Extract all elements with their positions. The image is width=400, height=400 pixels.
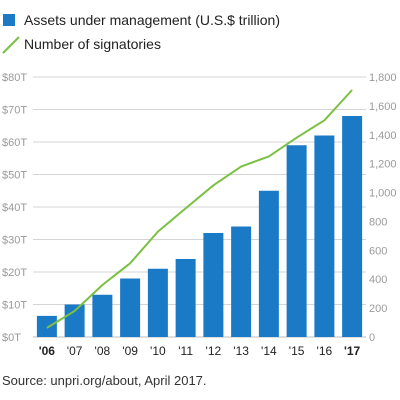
aum-bar [147, 268, 168, 337]
left-axis-tick-label: $30T [2, 235, 27, 247]
right-axis-tick-label: 1,800 [369, 72, 397, 84]
signatories-line-layer [46, 89, 353, 329]
aum-bar [36, 315, 57, 337]
legend: Assets under management (U.S.$ trillion)… [2, 12, 280, 54]
right-axis-tick-label: 1,200 [369, 159, 397, 171]
aum-bar [258, 190, 279, 337]
aum-bar [203, 233, 224, 337]
left-axis-tick-label: $80T [2, 72, 27, 84]
left-axis-tick-label: $0T [2, 332, 21, 344]
x-axis-tick-label: '15 [289, 344, 305, 358]
aum-bar [175, 259, 196, 337]
right-axis-tick-label: 1,400 [369, 130, 397, 142]
right-axis-tick-label: 400 [369, 274, 387, 286]
left-axis-tick-label: $70T [2, 105, 27, 117]
left-axis-tick-label: $10T [2, 300, 27, 312]
aum-bar [64, 304, 85, 337]
left-axis-tick-label: $40T [2, 202, 27, 214]
aum-bar [120, 278, 141, 337]
x-axis-tick-label: '10 [150, 344, 166, 358]
source-note: Source: unpri.org/about, April 2017. [2, 373, 207, 388]
right-axis-tick-label: 800 [369, 216, 387, 228]
aum-bar [314, 135, 335, 337]
aum-bar [231, 226, 252, 337]
right-axis: 0 200 400 600 800 1,000 1,200 1,400 1,600 1,800 [369, 72, 397, 344]
right-axis-tick-label: 1,000 [369, 188, 397, 200]
x-axis-tick-label: '13 [233, 344, 249, 358]
x-axis-tick-label: '11 [178, 344, 193, 358]
x-axis-tick-label: '07 [67, 344, 83, 358]
left-axis-tick-label: $60T [2, 137, 27, 149]
gridlines [33, 76, 366, 338]
right-axis-tick-label: 600 [369, 245, 387, 257]
aum-bar [342, 116, 363, 337]
x-axis-tick-label: '14 [261, 344, 277, 358]
legend-label-signatories: Number of signatories [24, 36, 161, 52]
legend-label-aum: Assets under management (U.S.$ trillion) [24, 12, 280, 28]
x-axis-tick-label: '17 [344, 344, 361, 358]
left-axis-tick-label: $20T [2, 267, 27, 279]
x-axis-tick-label: '09 [122, 344, 138, 358]
legend-swatch-aum [3, 14, 15, 26]
x-axis: '06 '07 '08 '09 '10 '11 '12 '13 '14 '15 '16 '17 [39, 344, 361, 358]
bars [36, 116, 363, 337]
right-axis-tick-label: 0 [369, 332, 375, 344]
right-axis-tick-label: 200 [369, 303, 387, 315]
aum-bar [286, 145, 307, 337]
signatories-line [46, 89, 353, 329]
x-axis-tick-label: '12 [206, 344, 222, 358]
x-axis-tick-label: '16 [317, 344, 333, 358]
right-axis-tick-label: 1,600 [369, 101, 397, 113]
x-axis-tick-label: '08 [95, 344, 111, 358]
aum-bar [92, 294, 113, 337]
legend-swatch-signatories [2, 36, 20, 54]
x-axis-tick-label: '06 [39, 344, 56, 358]
left-axis: $0T $10T $20T $30T $40T $50T $60T $70T $80T [2, 72, 27, 344]
left-axis-tick-label: $50T [2, 170, 27, 182]
